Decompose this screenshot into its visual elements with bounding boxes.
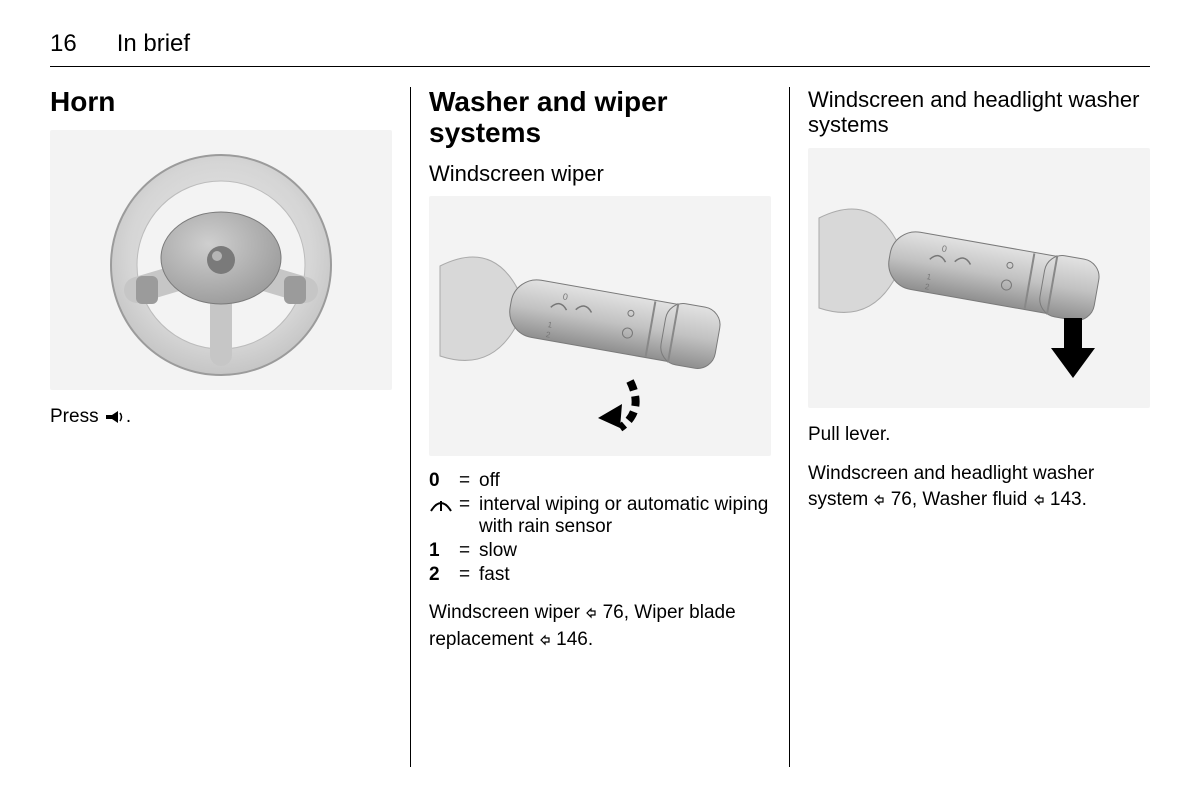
wiper-legend: 0 = off = interval wiping or automatic w…	[429, 470, 771, 586]
wiper-heading: Washer and wiper systems	[429, 87, 771, 149]
legend-value: slow	[479, 540, 771, 562]
legend-row-fast: 2 = fast	[429, 564, 771, 586]
legend-symbol: 2	[429, 564, 459, 586]
horn-heading: Horn	[50, 87, 392, 118]
wiper-crossref: Windscreen wiper 76, Wiper blade replace…	[429, 600, 771, 653]
legend-symbol: 1	[429, 540, 459, 562]
horn-icon	[104, 406, 126, 432]
page-header: 16 In brief	[50, 30, 1150, 67]
ref-page: 146	[556, 629, 588, 650]
ref-page: 76	[891, 489, 912, 510]
crossref-icon	[585, 601, 597, 627]
crossref-icon	[1033, 488, 1045, 514]
washer-crossref: Windscreen and headlight washer system 7…	[808, 461, 1150, 513]
ref-text: Windscreen wiper	[429, 602, 585, 623]
wiper-subheading: Windscreen wiper	[429, 161, 771, 186]
legend-value: fast	[479, 564, 771, 586]
column-horn: Horn	[50, 87, 410, 767]
manual-page: 16 In brief Horn	[0, 0, 1200, 802]
column-washer: Windscreen and headlight washer systems	[790, 87, 1150, 767]
legend-equals: =	[459, 540, 479, 562]
washer-subheading: Windscreen and headlight washer systems	[808, 87, 1150, 138]
ref-page: 76	[603, 602, 624, 623]
chapter-title: In brief	[117, 30, 190, 58]
pull-down-arrow-icon	[1051, 318, 1095, 378]
ref-suffix: .	[1082, 489, 1087, 510]
wiper-interval-icon	[429, 494, 459, 516]
legend-equals: =	[459, 494, 479, 516]
legend-equals: =	[459, 470, 479, 492]
column-layout: Horn	[50, 87, 1150, 767]
legend-value: interval wiping or automatic wiping with…	[479, 494, 771, 538]
legend-value: off	[479, 470, 771, 492]
ref-suffix: .	[588, 629, 593, 650]
horn-caption-prefix: Press	[50, 406, 104, 427]
ref-page: 143	[1050, 489, 1082, 510]
ref-text: , Washer fluid	[912, 489, 1033, 510]
washer-caption: Pull lever.	[808, 422, 1150, 448]
horn-caption: Press .	[50, 404, 392, 432]
legend-symbol: 0	[429, 470, 459, 492]
rotate-down-arrow-icon	[598, 381, 636, 428]
legend-equals: =	[459, 564, 479, 586]
horn-figure	[50, 130, 392, 390]
crossref-icon	[539, 628, 551, 654]
washer-figure: 0 1 2	[808, 148, 1150, 408]
crossref-icon	[873, 488, 885, 514]
horn-caption-suffix: .	[126, 406, 131, 427]
legend-row-interval: = interval wiping or automatic wiping wi…	[429, 494, 771, 538]
column-wiper: Washer and wiper systems Windscreen wipe…	[411, 87, 789, 767]
legend-row-off: 0 = off	[429, 470, 771, 492]
wiper-figure: 0 1 2	[429, 196, 771, 456]
page-number: 16	[50, 30, 77, 58]
legend-row-slow: 1 = slow	[429, 540, 771, 562]
